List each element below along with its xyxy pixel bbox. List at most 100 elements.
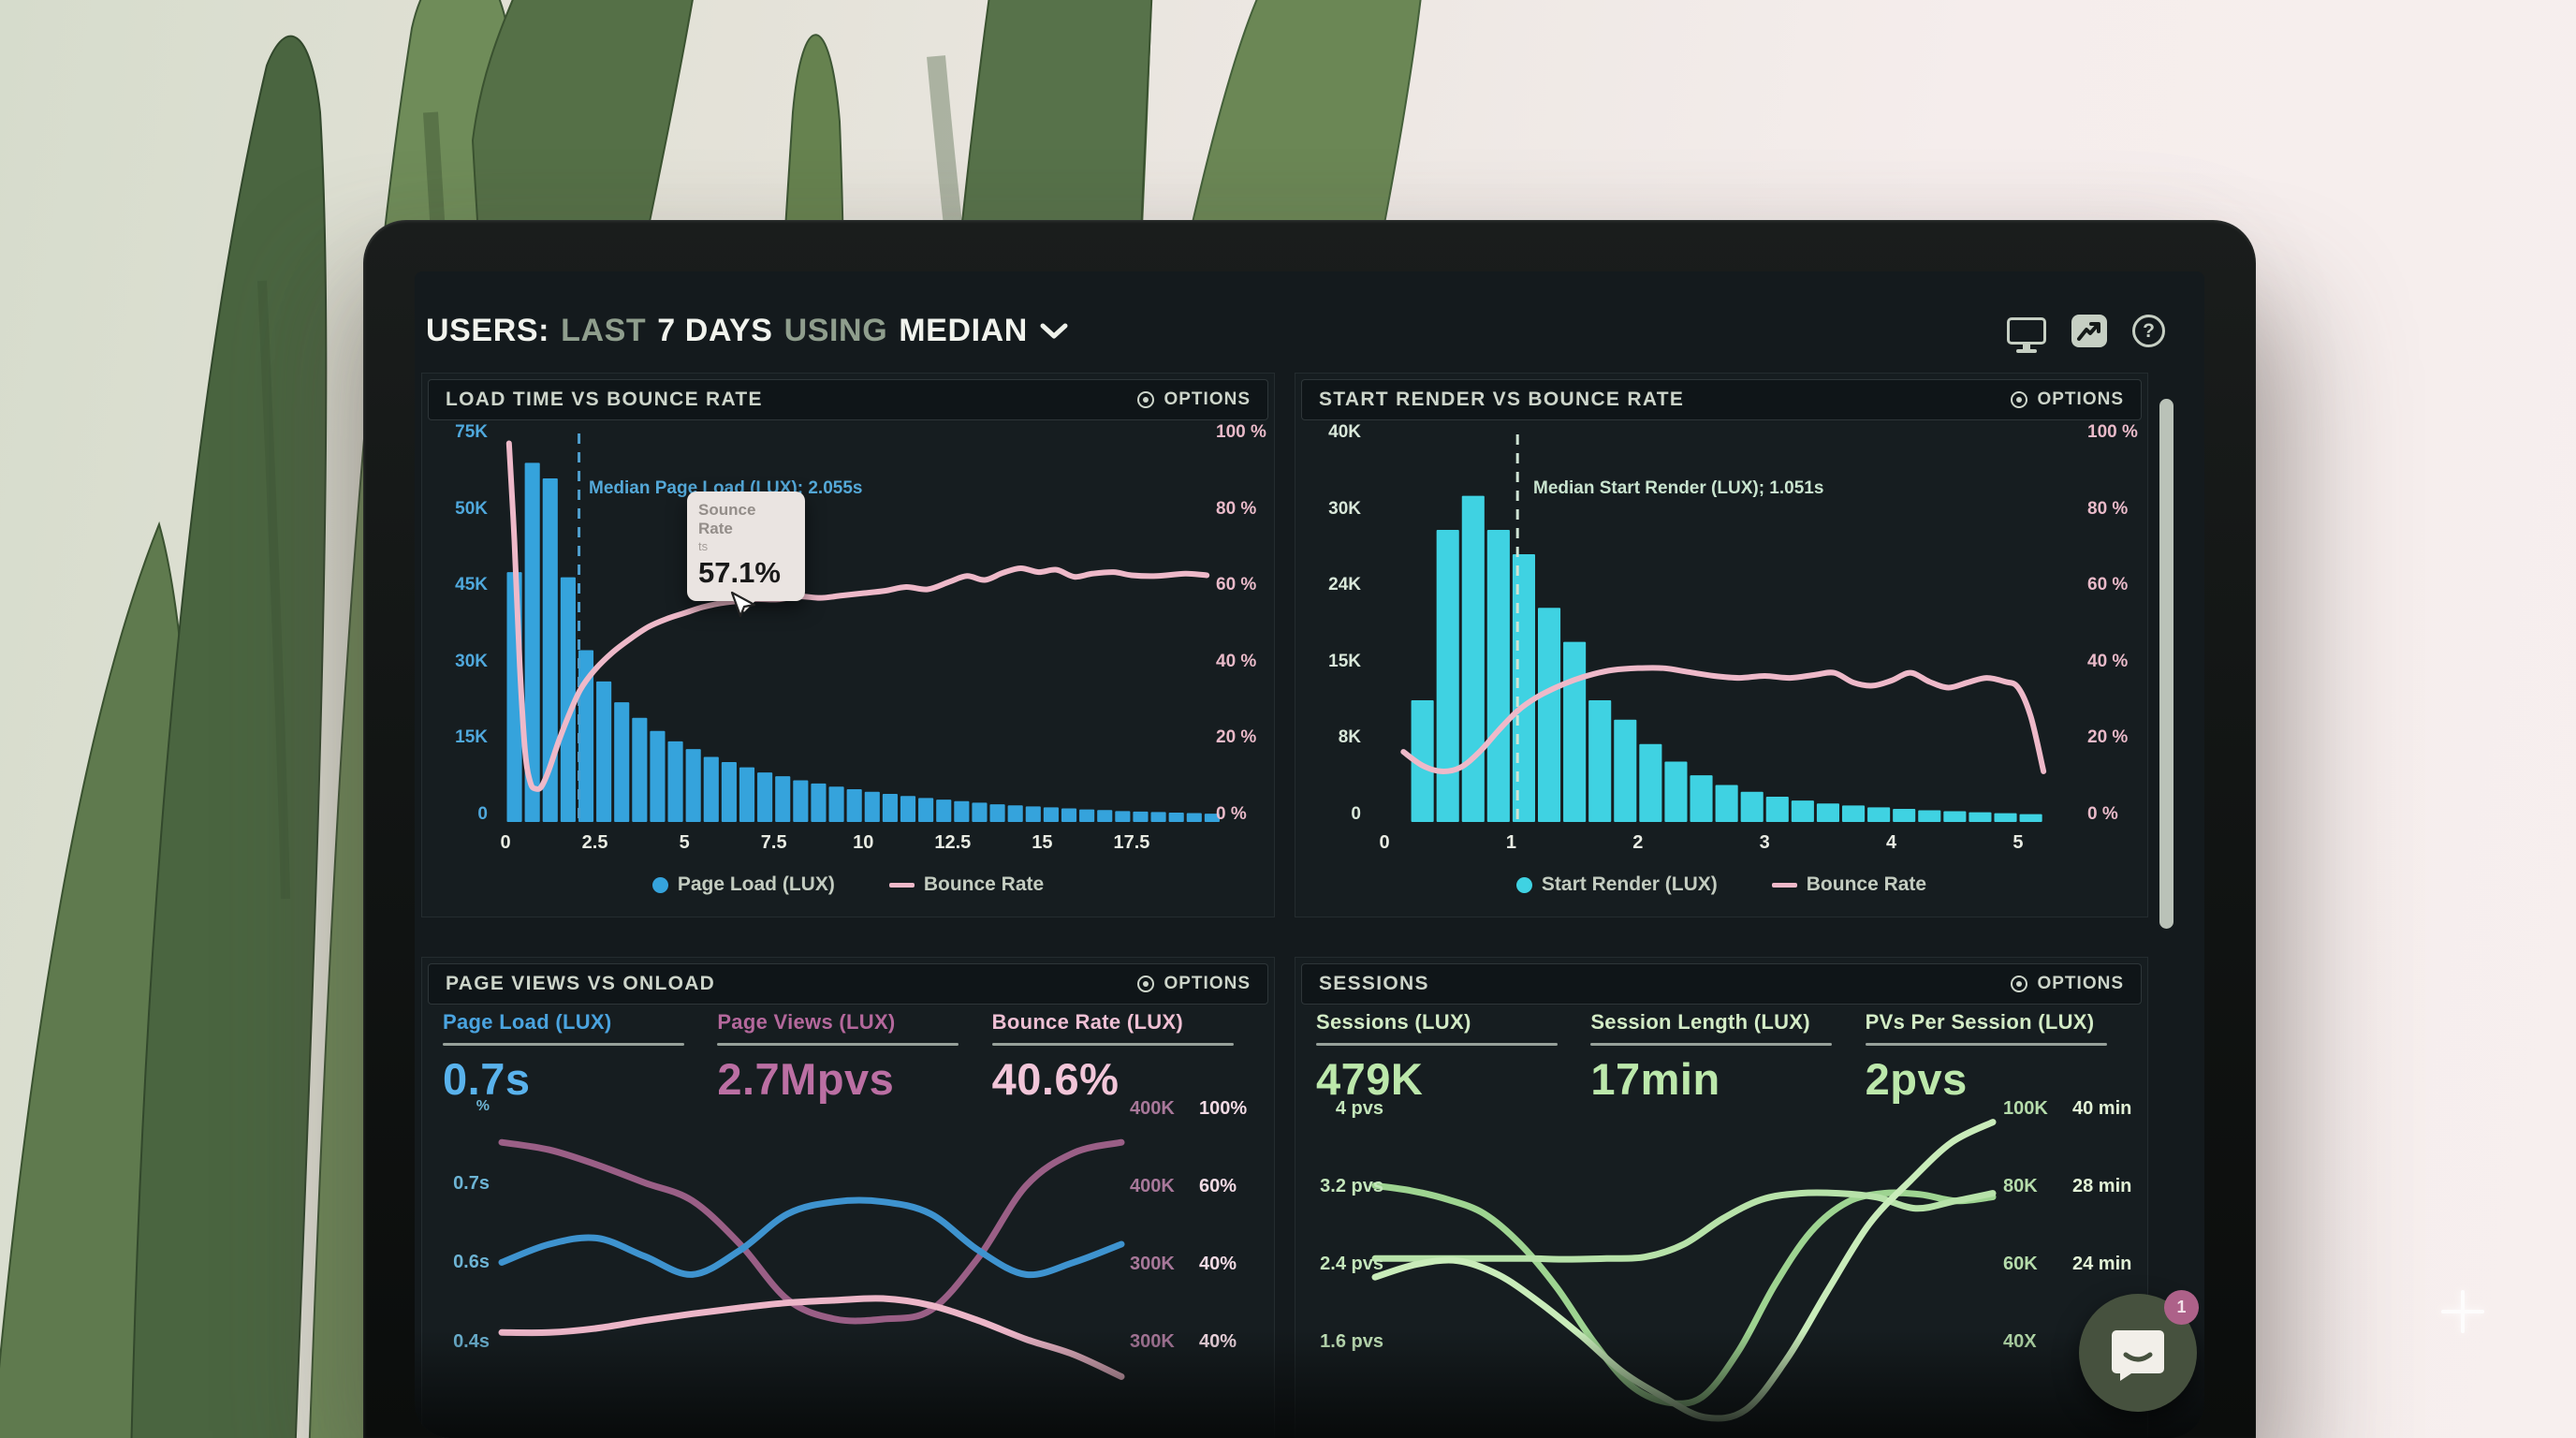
legend-bounce-rate[interactable]: Bounce Rate bbox=[1771, 873, 1926, 896]
tick-label: 80K 28 min bbox=[2003, 1176, 2132, 1196]
tick-label: 4 pvs bbox=[1335, 1098, 1383, 1119]
tick-label: 30K bbox=[455, 651, 488, 671]
tick-label: 60 % bbox=[1216, 575, 1257, 595]
y-axis-left: 40K 30K 24K 15K 8K 0 bbox=[1305, 422, 1361, 825]
tick-label: 2 bbox=[1632, 832, 1644, 853]
panel-page-views-header: PAGE VIEWS VS ONLOAD OPTIONS bbox=[428, 963, 1268, 1005]
tick-label: 3.2 pvs bbox=[1320, 1176, 1383, 1196]
tick-label: 300K 40% bbox=[1130, 1254, 1237, 1274]
tick-label: 3 bbox=[1759, 832, 1770, 853]
metric-underline bbox=[1865, 1043, 2107, 1046]
tick-label: 10 bbox=[853, 832, 874, 853]
title-median: MEDIAN bbox=[899, 313, 1028, 348]
tick-label: 0 % bbox=[1216, 803, 1247, 824]
y-axis-right: 100 % 80 % 60 % 40 % 20 % 0 % bbox=[1216, 422, 1300, 825]
tick-label: 17.5 bbox=[1113, 832, 1150, 853]
legend: Start Render (LUX) Bounce Rate bbox=[1295, 873, 2147, 896]
tick-label: 2.4 pvs bbox=[1320, 1254, 1383, 1274]
panel-start-render-header: START RENDER VS BOUNCE RATE OPTIONS bbox=[1301, 379, 2142, 420]
y-axis-right: 100 % 80 % 60 % 40 % 20 % 0 % bbox=[2087, 422, 2172, 825]
panel-start-render: START RENDER VS BOUNCE RATE OPTIONS 40K 3… bbox=[1295, 373, 2148, 917]
y-axis-right: 400K 100% 400K 60% 300K 40% 300K 40% bbox=[1130, 1098, 1276, 1353]
tick-label: 15 bbox=[1032, 832, 1053, 853]
tick-label: 300K 40% bbox=[1130, 1331, 1237, 1352]
legend-bounce-rate[interactable]: Bounce Rate bbox=[888, 873, 1044, 896]
tick-label: 1 bbox=[1505, 832, 1516, 853]
options-button[interactable]: OPTIONS bbox=[2011, 389, 2124, 410]
tooltip-sub: ts bbox=[698, 539, 709, 553]
help-icon[interactable]: ? bbox=[2132, 315, 2165, 347]
tick-label: 24K bbox=[1328, 575, 1361, 595]
tick-label: 1.6 pvs bbox=[1320, 1331, 1383, 1352]
metric-sessions: Sessions (LUX) 479K bbox=[1316, 1010, 1590, 1105]
tick-label: 100K 40 min bbox=[2003, 1098, 2132, 1119]
options-button[interactable]: OPTIONS bbox=[1137, 389, 1251, 410]
tick-label: 7.5 bbox=[760, 832, 787, 853]
metric-session-length: Session Length (LUX) 17min bbox=[1590, 1010, 1865, 1105]
tick-label: 400K 100% bbox=[1130, 1098, 1248, 1119]
metric-pvs-per-session: PVs Per Session (LUX) 2pvs bbox=[1865, 1010, 2140, 1105]
metric-row: Page Load (LUX) 0.7s Page Views (LUX) 2.… bbox=[443, 1010, 1266, 1105]
tick-label: % bbox=[476, 1098, 490, 1114]
date-range-dropdown[interactable]: USERS: LAST 7 DAYS USING MEDIAN bbox=[426, 313, 1069, 349]
title-days: 7 DAYS bbox=[657, 313, 773, 348]
tick-label: 2.5 bbox=[581, 832, 608, 853]
tick-label: 20 % bbox=[2087, 727, 2129, 748]
title-users: USERS: bbox=[426, 313, 550, 348]
tooltip-title: Sounce Rate bbox=[698, 501, 756, 537]
tick-label: 40 % bbox=[2087, 651, 2129, 671]
sparkle-highlight bbox=[2441, 1290, 2484, 1333]
tick-label: 100 % bbox=[1216, 422, 1266, 442]
metric-underline bbox=[443, 1043, 684, 1046]
tick-label: 60K 24 min bbox=[2003, 1254, 2132, 1274]
tick-label: 0 % bbox=[2087, 803, 2118, 824]
monitor-icon[interactable] bbox=[2007, 317, 2046, 345]
cursor-icon bbox=[730, 591, 756, 618]
tick-label: 75K bbox=[455, 422, 488, 442]
panel-title: LOAD TIME VS BOUNCE RATE bbox=[446, 389, 763, 410]
panel-page-views: PAGE VIEWS VS ONLOAD OPTIONS Page Load (… bbox=[421, 957, 1275, 1438]
panel-title: START RENDER VS BOUNCE RATE bbox=[1319, 389, 1685, 410]
metric-underline bbox=[991, 1043, 1234, 1046]
tick-label: 60 % bbox=[2087, 575, 2129, 595]
scrollbar-thumb[interactable] bbox=[2159, 399, 2174, 929]
tick-label: 50K bbox=[455, 498, 488, 519]
x-axis-ticks: 0 2.5 5 7.5 10 12.5 15 17.5 bbox=[483, 832, 1154, 854]
panel-title: SESSIONS bbox=[1319, 973, 1429, 994]
panel-load-time-header: LOAD TIME VS BOUNCE RATE OPTIONS bbox=[428, 379, 1268, 420]
y-axis-left: % 0.7s 0.6s 0.4s bbox=[430, 1098, 490, 1353]
load-time-chart[interactable] bbox=[422, 374, 1276, 918]
metric-underline bbox=[1590, 1043, 1833, 1046]
app-header: USERS: LAST 7 DAYS USING MEDIAN bbox=[426, 313, 2167, 360]
share-icon[interactable] bbox=[2071, 315, 2107, 347]
tick-label: 8K bbox=[1338, 727, 1361, 748]
panel-title: PAGE VIEWS VS ONLOAD bbox=[446, 973, 716, 994]
options-button[interactable]: OPTIONS bbox=[1137, 974, 1251, 994]
median-annotation: Median Start Render (LUX); 1.051s bbox=[1533, 478, 1824, 498]
tick-label: 80 % bbox=[1216, 498, 1257, 519]
tick-label: 15K bbox=[1328, 651, 1361, 671]
tick-label: 100 % bbox=[2087, 422, 2138, 442]
notification-badge: 1 bbox=[2164, 1290, 2199, 1325]
tick-label: 40 % bbox=[1216, 651, 1257, 671]
metric-row: Sessions (LUX) 479K Session Length (LUX)… bbox=[1316, 1010, 2140, 1105]
chat-bubble-button[interactable]: 1 bbox=[2079, 1290, 2199, 1412]
legend-start-render[interactable]: Start Render (LUX) bbox=[1515, 873, 1718, 896]
options-button[interactable]: OPTIONS bbox=[2011, 974, 2124, 994]
metric-underline bbox=[1316, 1043, 1558, 1046]
y-axis-left: 75K 50K 45K 30K 15K 0 bbox=[430, 422, 488, 825]
start-render-chart[interactable] bbox=[1295, 374, 2149, 918]
tick-label: 0 bbox=[477, 803, 488, 824]
title-using: USING bbox=[783, 313, 888, 348]
panel-sessions-header: SESSIONS OPTIONS bbox=[1301, 963, 2142, 1005]
metric-page-load: Page Load (LUX) 0.7s bbox=[443, 1010, 717, 1105]
laptop: USERS: LAST 7 DAYS USING MEDIAN bbox=[363, 220, 2256, 1438]
metric-bounce-rate: Bounce Rate (LUX) 40.6% bbox=[991, 1010, 1266, 1105]
metric-page-views: Page Views (LUX) 2.7Mpvs bbox=[717, 1010, 991, 1105]
tick-label: 30K bbox=[1328, 498, 1361, 519]
tick-label: 0 bbox=[1379, 832, 1390, 853]
options-icon bbox=[1137, 976, 1155, 992]
legend-page-load[interactable]: Page Load (LUX) bbox=[651, 873, 835, 896]
legend-dot-icon bbox=[1515, 876, 1532, 893]
